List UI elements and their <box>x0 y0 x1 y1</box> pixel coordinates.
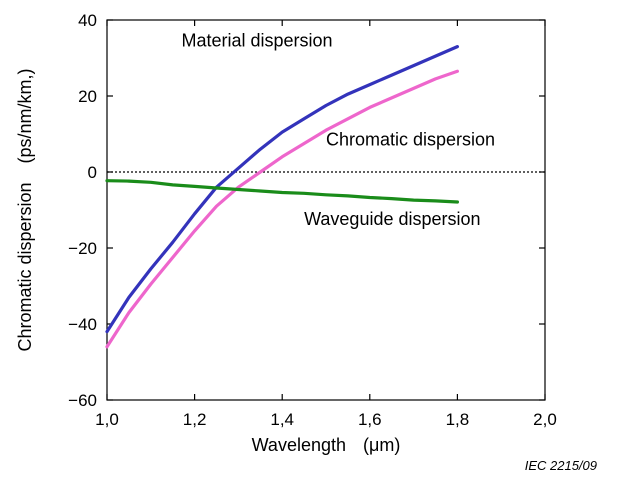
y-tick-labels: −60 −40 −20 0 20 40 <box>68 11 97 410</box>
y-tick-label: −60 <box>68 391 97 410</box>
y-axis-title: Chromatic dispersion (ps/nm/km,) <box>15 68 35 351</box>
source-note: IEC 2215/09 <box>525 458 597 473</box>
series-group <box>105 44 459 349</box>
series-annotation: Chromatic dispersion <box>326 129 495 149</box>
series-annotation: Waveguide dispersion <box>304 209 480 229</box>
axis-ticks <box>106 19 546 401</box>
x-axis-title: Wavelength (μm) <box>252 435 401 455</box>
waveguide-dispersion-line <box>105 179 459 204</box>
x-tick-label: 1,2 <box>183 410 207 429</box>
y-tick-label: −20 <box>68 239 97 258</box>
x-axis-unit: (μm) <box>363 435 400 455</box>
series-annotation: Material dispersion <box>181 31 332 51</box>
y-tick-label: 0 <box>88 163 97 182</box>
x-tick-label: 2,0 <box>533 410 557 429</box>
x-tick-label: 1,0 <box>95 410 119 429</box>
chromatic-dispersion-line <box>105 69 459 349</box>
y-axis-label: Chromatic dispersion <box>15 182 35 351</box>
plot-frame <box>106 19 546 401</box>
material-dispersion-line <box>105 44 459 334</box>
y-tick-label: 40 <box>78 11 97 30</box>
x-tick-label: 1,4 <box>270 410 294 429</box>
y-tick-label: −40 <box>68 315 97 334</box>
x-axis-label: Wavelength <box>252 435 346 455</box>
x-tick-labels: 1,0 1,2 1,4 1,6 1,8 2,0 <box>95 410 557 429</box>
series-annotations: Material dispersion Chromatic dispersion W… <box>181 31 495 230</box>
x-tick-label: 1,6 <box>358 410 382 429</box>
y-tick-label: 20 <box>78 87 97 106</box>
x-tick-label: 1,8 <box>446 410 470 429</box>
y-axis-unit: (ps/nm/km,) <box>15 68 35 163</box>
